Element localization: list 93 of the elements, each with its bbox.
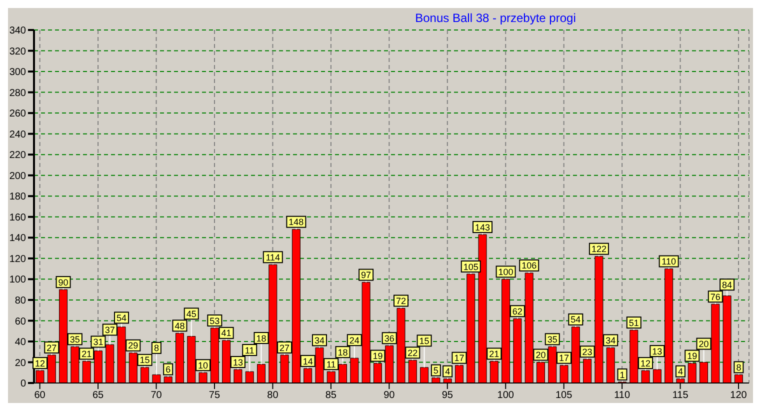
data-label: 97 <box>361 270 372 280</box>
y-tick-label: 220 <box>9 150 26 162</box>
x-tick-label: 70 <box>150 390 162 402</box>
data-label: 34 <box>606 336 616 346</box>
y-tick-label: 300 <box>9 67 26 78</box>
data-label: 106 <box>522 260 537 271</box>
data-label: 35 <box>70 334 80 344</box>
data-label: 12 <box>34 358 46 368</box>
x-tick-label: 90 <box>384 390 396 402</box>
x-tick-label: 115 <box>672 390 689 402</box>
data-label: 21 <box>82 348 92 359</box>
data-label: 11 <box>326 359 336 370</box>
x-tick-label: 75 <box>208 390 220 402</box>
x-tick-label: 105 <box>556 390 573 402</box>
x-tick-label: 120 <box>730 390 748 402</box>
data-label: 4 <box>445 366 450 377</box>
data-label: 54 <box>570 314 581 325</box>
data-label: 4 <box>678 366 683 377</box>
data-label: 114 <box>266 252 280 262</box>
y-tick-label: 180 <box>9 192 26 203</box>
data-label: 54 <box>116 312 127 323</box>
data-label: 10 <box>198 360 208 370</box>
data-label: 31 <box>93 336 104 347</box>
y-tick-label: 120 <box>9 254 26 265</box>
data-label: 148 <box>288 217 304 228</box>
data-label: 27 <box>280 342 290 353</box>
data-label: 19 <box>687 351 698 362</box>
data-label: 51 <box>628 318 639 328</box>
data-label: 110 <box>662 256 676 267</box>
x-tick-label: 85 <box>325 390 337 402</box>
y-tick-label: 20 <box>14 358 26 369</box>
y-tick-label: 40 <box>14 337 26 348</box>
data-label: 76 <box>710 292 720 302</box>
data-label: 27 <box>46 342 57 353</box>
data-label: 35 <box>547 334 558 344</box>
data-label: 122 <box>591 244 606 254</box>
data-label: 41 <box>221 328 232 338</box>
x-tick-label: 60 <box>34 390 46 402</box>
data-label: 5 <box>433 366 438 376</box>
data-label: 13 <box>652 346 662 356</box>
y-tick-label: 80 <box>14 295 26 306</box>
y-tick-label: 200 <box>9 170 26 182</box>
data-label: 8 <box>154 343 159 354</box>
x-tick-label: 100 <box>497 390 514 402</box>
data-label: 11 <box>244 345 254 356</box>
data-label: 34 <box>314 336 324 346</box>
data-label: 17 <box>559 353 570 364</box>
y-tick-label: 160 <box>9 212 26 224</box>
data-label: 6 <box>166 364 171 375</box>
data-label: 24 <box>349 335 360 346</box>
data-label: 105 <box>463 262 478 272</box>
chart-title: Bonus Ball 38 - przebyte progi <box>414 11 577 25</box>
data-label: 37 <box>104 324 115 335</box>
data-label: 20 <box>536 350 546 360</box>
data-label: 29 <box>128 340 138 351</box>
data-label: 36 <box>384 333 394 344</box>
data-label: 48 <box>174 320 185 331</box>
data-label: 84 <box>722 280 732 290</box>
data-label: 18 <box>338 347 348 358</box>
y-tick-label: 0 <box>20 378 26 390</box>
data-label: 21 <box>489 348 500 359</box>
y-tick-label: 260 <box>9 108 26 120</box>
y-tick-label: 240 <box>9 129 26 140</box>
y-tick-label: 140 <box>9 233 26 244</box>
data-label: 72 <box>396 296 406 306</box>
x-tick-label: 95 <box>442 390 454 402</box>
data-label: 15 <box>419 336 430 346</box>
data-label: 19 <box>372 351 383 362</box>
y-tick-label: 320 <box>9 46 26 58</box>
y-tick-label: 340 <box>9 26 26 37</box>
data-label: 20 <box>698 339 709 350</box>
data-label: 62 <box>512 306 522 316</box>
data-label: 8 <box>736 362 742 372</box>
data-label: 100 <box>498 266 514 277</box>
data-label: 17 <box>454 353 464 364</box>
data-label: 18 <box>256 333 266 344</box>
x-tick-label: 110 <box>614 390 630 402</box>
data-label: 90 <box>58 277 68 288</box>
x-tick-label: 80 <box>267 390 279 402</box>
data-label: 1 <box>620 370 625 380</box>
x-tick-label: 65 <box>92 390 104 402</box>
data-label: 53 <box>210 316 220 326</box>
y-tick-label: 100 <box>9 274 26 286</box>
data-label: 45 <box>186 308 196 319</box>
data-label: 143 <box>474 222 490 232</box>
y-tick-label: 60 <box>14 316 26 328</box>
data-label: 12 <box>640 358 651 368</box>
y-tick-label: 280 <box>9 88 26 99</box>
data-label: 13 <box>232 357 243 368</box>
data-label: 15 <box>140 355 150 366</box>
data-label: 14 <box>302 356 313 366</box>
data-label: 23 <box>582 346 592 357</box>
data-label: 22 <box>408 348 418 358</box>
